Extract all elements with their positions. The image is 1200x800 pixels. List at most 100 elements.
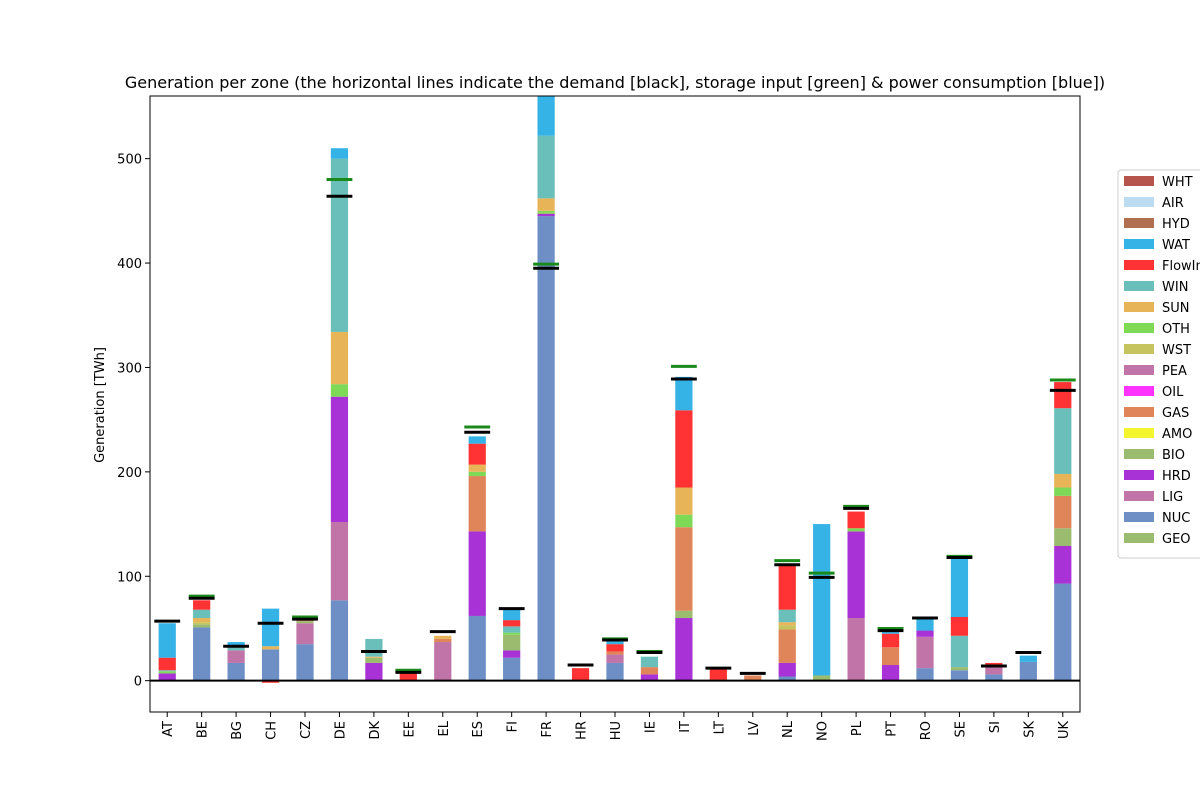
y-axis-label: Generation [TWh] [93, 347, 108, 463]
x-tick-label: CZ [299, 721, 314, 739]
bar-segment-DK-SUN [365, 656, 383, 658]
x-tick-label: LV [747, 721, 762, 736]
bar-segment-ES-GAS [468, 476, 486, 532]
bar-segment-BE-WST [193, 622, 211, 625]
legend-label-LIG: LIG [1162, 490, 1183, 505]
bar-segment-HU-LIG [606, 654, 624, 663]
bar-segment-RO-NUC [916, 668, 934, 681]
y-tick-label: 200 [117, 466, 142, 481]
bar-segment-AT-OTH [158, 671, 176, 674]
legend-swatch-AMO [1124, 428, 1154, 438]
bar-segment-SI-LIG [985, 666, 1003, 675]
x-tick-label: AT [161, 721, 176, 737]
x-tick-label: BE [196, 721, 211, 738]
bar-segment-EL-SUN [434, 635, 452, 639]
bar-segment-BG-LIG [227, 650, 245, 663]
bar-segment-ES-SUN [468, 464, 486, 472]
x-tick-label: SE [953, 721, 968, 737]
bar-segment-FR-OTH [537, 210, 555, 213]
legend-swatch-PEA [1124, 365, 1154, 375]
bar-segment-BG-WIN [227, 645, 245, 651]
x-tick-label: DE [333, 721, 348, 739]
legend-label-AMO: AMO [1162, 427, 1192, 442]
legend-swatch-GAS [1124, 407, 1154, 417]
bar-segment-AT-WIN [158, 670, 176, 672]
bar-segment-DE-HRD [330, 396, 349, 522]
bar-segment-FR-NUC [537, 216, 555, 681]
bar-segment-RO-WAT [916, 619, 934, 631]
bar-segment-ES-HRD [468, 531, 486, 616]
bar-segment-AT-HRD [158, 673, 176, 681]
bar-segment-DE-WIN [330, 158, 349, 332]
bar-segment-CH-SUN [261, 646, 280, 650]
x-tick-label: EL [437, 720, 452, 736]
bar-segment-SE-FlowIn [950, 616, 969, 636]
bar-segment-RO-HRD [916, 630, 934, 637]
bar-segment-FI-WAT [503, 609, 521, 621]
bar-segment-NL-WST [778, 625, 796, 630]
bar-segment-FI-NUC [503, 657, 521, 681]
legend-swatch-SUN [1124, 302, 1154, 312]
bar-segment-CH-FlowIn [261, 680, 280, 683]
bar-segment-HR-FlowIn [571, 668, 590, 681]
legend-swatch-WHT [1124, 176, 1154, 186]
bar-segment-SI-FlowIn [985, 662, 1003, 667]
legend-swatch-BIO [1124, 449, 1154, 459]
bar-segment-SK-WAT [1019, 655, 1037, 662]
legend-label-SUN: SUN [1162, 301, 1190, 316]
y-tick-label: 300 [117, 361, 142, 376]
bar-segment-FI-WIN [503, 626, 521, 633]
bar-segment-PT-FlowIn [881, 633, 900, 648]
bar-segment-PT-HRD [881, 665, 900, 681]
bar-segment-BE-SUN [193, 618, 211, 623]
bar-segment-BE-BIO [193, 624, 211, 628]
y-tick-label: 400 [117, 257, 142, 272]
bar-segment-IT-SUN [675, 487, 693, 515]
x-tick-label: UK [1057, 721, 1072, 740]
bar-segment-BE-WIN [193, 609, 211, 619]
bar-segment-NL-FlowIn [778, 564, 796, 610]
bar-segment-SE-WIN [950, 635, 969, 668]
legend-swatch-WIN [1124, 281, 1154, 291]
legend-swatch-NUC [1124, 512, 1154, 522]
bar-segment-NL-HRD [778, 662, 796, 677]
bar-segment-AT-FlowIn [158, 657, 176, 671]
y-tick-label: 0 [134, 675, 142, 690]
bar-segment-FR-BIO [537, 212, 555, 214]
bar-segment-AT-WAT [158, 623, 176, 658]
bar-segment-IT-GAS [675, 527, 693, 611]
bar-segment-CZ-NUC [296, 644, 314, 681]
x-tick-label: SI [988, 721, 1003, 733]
x-tick-label: FR [540, 721, 555, 738]
x-tick-label: CH [265, 721, 280, 740]
legend-swatch-OTH [1124, 323, 1154, 333]
bar-segment-DE-LIG [330, 521, 349, 601]
bar-segment-FI-OTH [503, 632, 521, 635]
bar-segment-CH-WAT [261, 608, 280, 647]
bar-segment-NO-BIO [813, 675, 831, 681]
bar-segment-EL-LIG [434, 642, 452, 681]
bar-segment-SI-NUC [985, 674, 1003, 681]
bar-segment-ES-FlowIn [468, 443, 486, 465]
bar-segment-HU-WAT [606, 641, 624, 645]
bar-segment-DK-HRD [365, 662, 383, 681]
bar-segment-BG-WAT [227, 642, 245, 646]
legend-swatch-LIG [1124, 491, 1154, 501]
bar-segment-BE-FlowIn [193, 600, 211, 610]
bar-segment-LT-FlowIn [709, 668, 727, 680]
bar-segment-UK-NUC [1054, 583, 1072, 681]
legend-label-WHT: WHT [1162, 175, 1193, 190]
bar-segment-DK-WIN [365, 638, 383, 657]
bar-segment-PL-OTH [847, 528, 865, 532]
bar-segment-SE-NUC [950, 670, 969, 681]
legend-swatch-HYD [1124, 218, 1154, 228]
bar-segment-SK-NUC [1019, 661, 1037, 681]
bar-segment-DE-OTH [330, 384, 349, 397]
bar-segment-HU-GAS [606, 651, 624, 655]
plot-frame [149, 95, 1081, 713]
x-tick-label: IE [643, 721, 658, 733]
bar-segment-SE-BIO [950, 667, 969, 671]
x-tick-label: SK [1022, 721, 1037, 738]
bar-segment-FR-HRD [537, 213, 555, 217]
